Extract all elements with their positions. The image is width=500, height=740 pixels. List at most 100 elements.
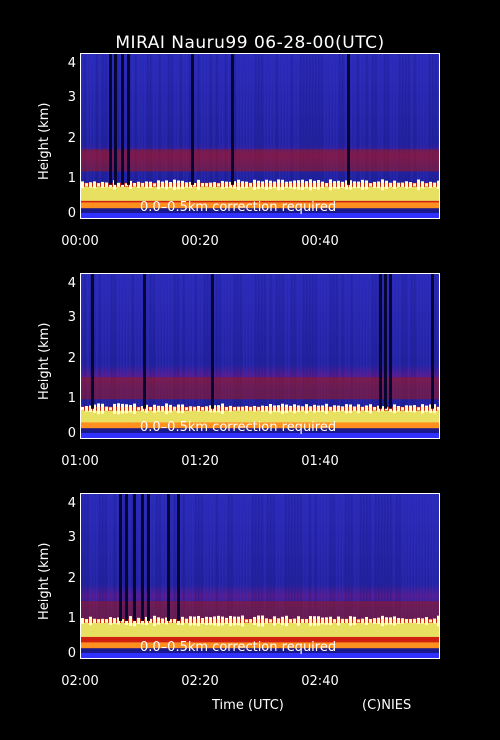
cloud-top-speck bbox=[129, 404, 132, 413]
noise-column bbox=[153, 274, 155, 438]
noise-column bbox=[132, 274, 134, 438]
cloud-top-speck bbox=[405, 181, 408, 189]
noise-column bbox=[129, 274, 131, 438]
cloud-top-speck bbox=[221, 616, 224, 626]
ytick: 3 bbox=[67, 530, 76, 545]
noise-column bbox=[207, 494, 209, 658]
noise-column bbox=[279, 274, 281, 438]
cloud-top-speck bbox=[353, 406, 356, 412]
attenuated-column bbox=[133, 494, 136, 621]
cloud-top-speck bbox=[93, 181, 96, 189]
cloud-top-speck bbox=[401, 618, 404, 624]
cloud-top-speck bbox=[97, 403, 100, 415]
cloud-top-speck bbox=[373, 406, 376, 411]
ytick: 0 bbox=[67, 206, 76, 221]
cloud-top-speck bbox=[253, 405, 256, 412]
noise-column bbox=[240, 54, 242, 218]
cloud-top-speck bbox=[373, 618, 376, 624]
ytick: 3 bbox=[67, 310, 76, 325]
noise-column bbox=[243, 494, 245, 658]
noise-column bbox=[171, 494, 173, 658]
noise-column bbox=[423, 54, 425, 218]
noise-column bbox=[186, 54, 188, 218]
noise-column bbox=[228, 494, 230, 658]
noise-column bbox=[204, 494, 206, 658]
cloud-top-speck bbox=[241, 615, 244, 627]
noise-column bbox=[270, 494, 272, 658]
heatmap-svg-1 bbox=[81, 54, 439, 218]
noise-column bbox=[114, 274, 116, 438]
noise-column bbox=[258, 494, 260, 658]
xtick: 00:40 bbox=[301, 234, 339, 249]
cloud-top-speck bbox=[129, 180, 132, 189]
noise-column bbox=[225, 494, 227, 658]
noise-column bbox=[366, 54, 368, 218]
noise-column bbox=[255, 54, 257, 218]
cloud-top-speck bbox=[317, 616, 320, 626]
noise-column bbox=[321, 274, 323, 438]
noise-column bbox=[102, 54, 104, 218]
noise-column bbox=[360, 54, 362, 218]
noise-column bbox=[363, 494, 365, 658]
noise-column bbox=[183, 494, 185, 658]
cloud-top-speck bbox=[413, 183, 416, 187]
noise-column bbox=[384, 54, 386, 218]
noise-column bbox=[117, 274, 119, 438]
noise-column bbox=[411, 274, 413, 438]
noise-column bbox=[315, 54, 317, 218]
cloud-top-speck bbox=[213, 182, 216, 188]
noise-column bbox=[300, 274, 302, 438]
cloud-top-speck bbox=[417, 617, 420, 625]
cloud-top-speck bbox=[169, 619, 172, 623]
cloud-top-speck bbox=[161, 406, 164, 412]
noise-column bbox=[216, 54, 218, 218]
noise-column bbox=[174, 494, 176, 658]
noise-column bbox=[408, 54, 410, 218]
cloud-top-speck bbox=[221, 180, 224, 189]
noise-column bbox=[168, 274, 170, 438]
noise-column bbox=[318, 274, 320, 438]
noise-column bbox=[363, 54, 365, 218]
noise-column bbox=[168, 54, 170, 218]
noise-column bbox=[333, 54, 335, 218]
noise-column bbox=[381, 54, 383, 218]
noise-column bbox=[105, 54, 107, 218]
noise-column bbox=[423, 494, 425, 658]
noise-column bbox=[201, 274, 203, 438]
noise-column bbox=[219, 54, 221, 218]
cloud-top-speck bbox=[169, 182, 172, 188]
noise-column bbox=[84, 54, 86, 218]
noise-column bbox=[270, 54, 272, 218]
cloud-top-speck bbox=[321, 181, 324, 189]
cloud-top-speck bbox=[125, 183, 128, 187]
cloud-top-speck bbox=[245, 619, 248, 623]
cloud-top-speck bbox=[237, 616, 240, 626]
cloud-top-speck bbox=[325, 617, 328, 625]
cloud-top-speck bbox=[273, 616, 276, 626]
heatmap-3 bbox=[80, 493, 440, 659]
noise-column bbox=[279, 494, 281, 658]
cloud-top-speck bbox=[189, 616, 192, 626]
ytick: 1 bbox=[67, 171, 76, 186]
attenuated-column bbox=[91, 274, 94, 409]
cloud-top-speck bbox=[117, 182, 120, 187]
noise-column bbox=[192, 274, 194, 438]
cloud-top-speck bbox=[257, 180, 260, 190]
cloud-top-speck bbox=[145, 181, 148, 189]
noise-column bbox=[327, 54, 329, 218]
cloud-top-speck bbox=[293, 404, 296, 414]
noise-column bbox=[435, 274, 437, 438]
cloud-top-speck bbox=[277, 618, 280, 624]
noise-column bbox=[84, 494, 86, 658]
noise-column bbox=[426, 494, 428, 658]
cloud-top-speck bbox=[361, 406, 364, 411]
noise-column bbox=[429, 494, 431, 658]
cloud-top-speck bbox=[105, 406, 108, 411]
cloud-top-speck bbox=[93, 404, 96, 413]
cloud-top-speck bbox=[437, 406, 439, 411]
cloud-top-speck bbox=[185, 618, 188, 624]
attenuated-column bbox=[109, 54, 112, 185]
noise-column bbox=[126, 274, 128, 438]
noise-column bbox=[432, 494, 434, 658]
noise-column bbox=[417, 54, 419, 218]
